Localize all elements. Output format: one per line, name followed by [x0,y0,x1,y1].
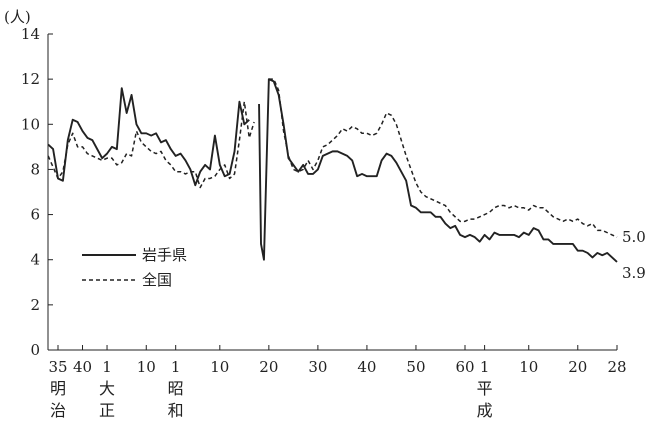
x-tick-label: 20 [568,358,587,376]
x-tick-label: 35 [48,358,67,376]
legend: 岩手県 全国 [82,246,187,289]
x-tick-label: 50 [406,358,425,376]
y-tick-label: 0 [30,341,40,359]
y-tick-label: 12 [21,70,40,88]
era-label: 治 [50,401,66,420]
legend-label-national: 全国 [142,271,172,289]
y-tick-label: 14 [21,25,40,43]
era-labels: 明治 大正 昭和 平成 [50,379,493,420]
x-tick-label: 40 [73,358,92,376]
x-tick-label: 1 [171,358,181,376]
legend-label-iwate: 岩手県 [142,246,187,264]
era-label: 和 [168,401,184,420]
x-tick-label: 30 [308,358,327,376]
series-line-national [47,100,255,189]
x-tick-label: 20 [259,358,278,376]
series-line-national [268,78,618,238]
series-line-iwate [258,78,618,263]
y-tick-label: 10 [21,115,40,133]
era-label: 大 [99,379,115,398]
end-label-iwate: 3.9 [622,264,646,282]
era-label: 正 [99,401,115,420]
x-tick-label: 10 [210,358,229,376]
end-labels: 3.9 5.0 [622,228,646,282]
y-axis-ticks: 0 2 4 6 8 10 12 14 [21,25,53,359]
y-axis-unit: (人) [4,8,31,26]
x-tick-label: 1 [480,358,490,376]
x-tick-label: 10 [519,358,538,376]
series-lines [47,78,618,263]
x-tick-label: 60 [455,358,474,376]
x-tick-label: 1 [102,358,112,376]
y-tick-label: 6 [30,206,40,224]
y-tick-label: 2 [30,296,40,314]
x-tick-label: 10 [137,358,156,376]
era-label: 平 [477,379,493,398]
axes [47,34,617,351]
x-tick-label: 40 [357,358,376,376]
series-line-iwate [47,87,250,187]
y-tick-label: 4 [30,251,40,269]
era-label: 昭 [168,379,184,398]
era-label: 明 [50,379,66,398]
x-axis-ticks: 35 40 1 10 1 10 20 30 40 50 60 1 10 20 28 [48,345,627,376]
era-label: 成 [477,401,493,420]
end-label-national: 5.0 [622,228,646,246]
y-tick-label: 8 [30,160,40,178]
x-tick-label: 28 [607,358,626,376]
